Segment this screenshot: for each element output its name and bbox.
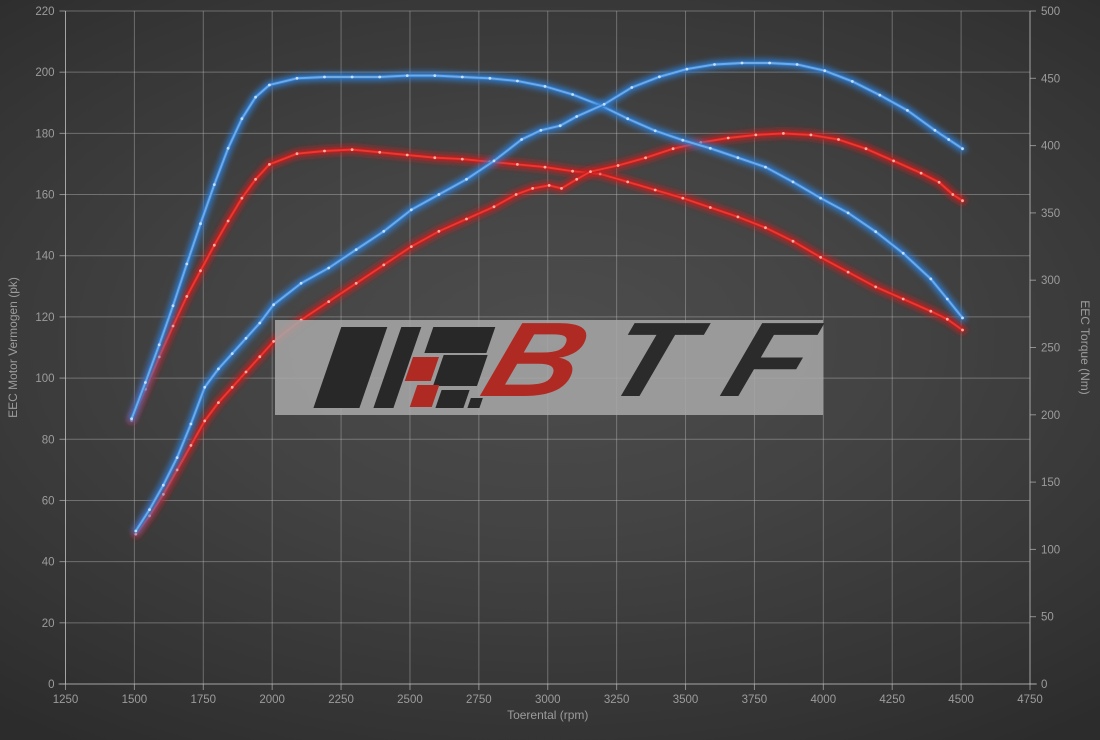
- y-left-tick-label: 160: [35, 190, 54, 202]
- y-left-tick-label: 180: [35, 128, 54, 140]
- x-axis-title: Toerental (rpm): [507, 708, 588, 722]
- x-tick-label: 3250: [604, 694, 630, 706]
- y-right-axis-title: EEC Torque (Nm): [1078, 300, 1092, 394]
- y-right-tick-label: 50: [1041, 612, 1054, 624]
- y-right-tick-label: 450: [1041, 73, 1060, 85]
- logo-pixel-red-square2: [409, 385, 440, 407]
- x-tick-label: 1250: [53, 694, 79, 706]
- y-right-tick-label: 300: [1041, 275, 1060, 287]
- y-right-tick-label: 150: [1041, 477, 1060, 489]
- y-left-tick-label: 220: [35, 6, 54, 18]
- logo-pixel-red-square: [404, 357, 439, 381]
- logo-letter-b: B: [469, 301, 599, 419]
- logo-pixel-c-top: [424, 327, 496, 353]
- y-right-tick-label: 350: [1041, 208, 1060, 220]
- x-tick-label: 4500: [948, 694, 974, 706]
- curve-power-stock-red: [131, 129, 967, 539]
- x-tick-label: 4750: [1017, 694, 1043, 706]
- y-right-tick-label: 0: [1041, 679, 1047, 691]
- x-tick-label: 3750: [742, 694, 768, 706]
- x-tick-label: 2250: [328, 694, 354, 706]
- logo-pixel-c-mid: [432, 355, 488, 386]
- y-left-tick-label: 20: [42, 618, 55, 630]
- y-left-axis-title: EEC Motor Vermogen (pk): [6, 277, 20, 418]
- x-tick-label: 2750: [466, 694, 492, 706]
- x-tick-label: 3000: [535, 694, 561, 706]
- y-right-tick-label: 200: [1041, 410, 1060, 422]
- y-left-tick-label: 0: [48, 679, 54, 691]
- logo-slash-icon: [313, 327, 388, 408]
- curve-torque-tuned-blue: [127, 71, 967, 423]
- btf-logo-inner: B T F: [275, 301, 856, 419]
- logo-pixel-c-low: [435, 390, 470, 408]
- x-tick-label: 4250: [879, 694, 905, 706]
- y-left-tick-label: 80: [42, 434, 55, 446]
- y-left-tick-label: 100: [35, 373, 54, 385]
- tick-labels: 1250 1500 1750 2000 2250 2500 2750 3000 3250 3500…: [35, 6, 1060, 706]
- y-right-tick-label: 100: [1041, 544, 1060, 556]
- x-tick-label: 2000: [259, 694, 285, 706]
- gridlines: [65, 10, 1031, 685]
- y-left-tick-label: 60: [42, 495, 55, 507]
- y-left-tick-label: 120: [35, 312, 54, 324]
- x-tick-label: 1500: [122, 694, 148, 706]
- axis-lines: [58, 10, 1037, 690]
- x-tick-label: 1750: [190, 694, 216, 706]
- y-left-tick-label: 140: [35, 251, 54, 263]
- y-left-tick-label: 200: [35, 67, 54, 79]
- y-left-tick-label: 40: [42, 557, 55, 569]
- logo-letter-f: F: [709, 301, 825, 419]
- curve-power-tuned-blue: [131, 59, 967, 535]
- y-right-tick-label: 250: [1041, 343, 1060, 355]
- logo-letter-t: T: [589, 301, 705, 419]
- x-tick-label: 3500: [673, 694, 699, 706]
- y-right-tick-label: 500: [1041, 6, 1060, 18]
- y-right-tick-label: 400: [1041, 141, 1060, 153]
- x-tick-label: 2500: [397, 694, 423, 706]
- btf-logo-watermark: B T F: [275, 301, 824, 419]
- x-tick-label: 4000: [811, 694, 837, 706]
